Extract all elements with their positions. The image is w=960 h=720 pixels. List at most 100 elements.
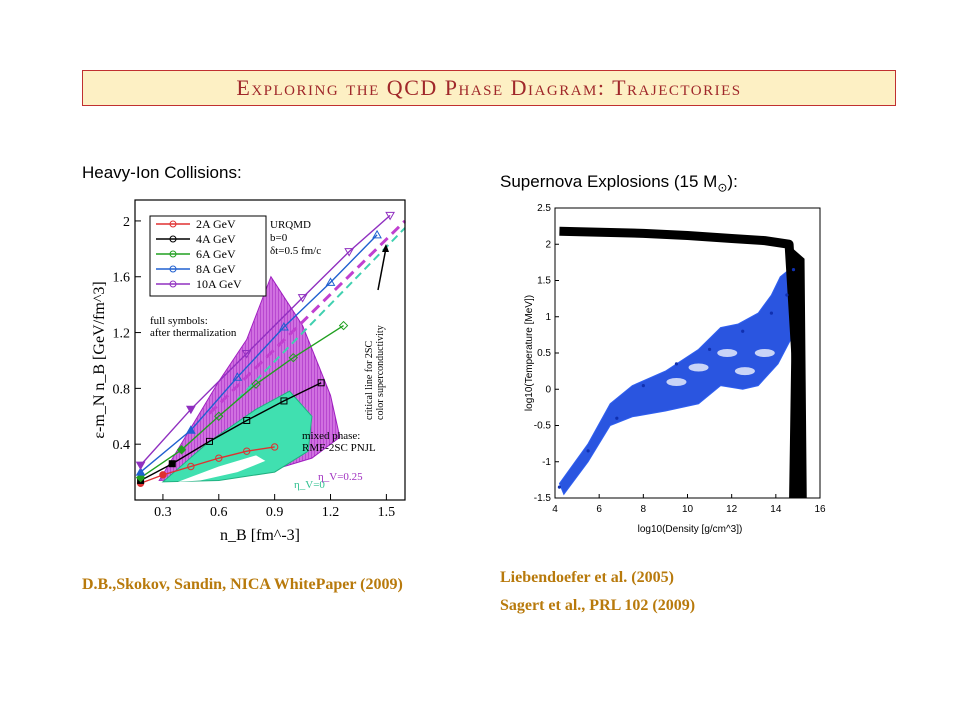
annotation-dt: δt=0.5 fm/c <box>270 245 321 257</box>
point-series4-4 <box>325 277 336 286</box>
right-x-tick-label-3: 10 <box>682 504 694 515</box>
blue-point-6 <box>741 329 745 333</box>
inner-clear-region <box>177 455 266 482</box>
right-x-tick-label-5: 14 <box>770 504 782 515</box>
right-y-tick-label-0: 2.5 <box>537 203 551 214</box>
right-x-tick-label-1: 6 <box>596 504 602 515</box>
y-tick-label-2: 1.2 <box>113 327 131 342</box>
critical-line-dashed-cyan <box>236 227 406 401</box>
band-speckle-1 <box>717 349 738 357</box>
point-series2-1 <box>168 460 176 468</box>
right-heading-suffix: ): <box>727 172 738 191</box>
legend-label-2: 4A GeV <box>196 232 236 246</box>
point-series4-2 <box>232 372 243 381</box>
legend-label-4: 8A GeV <box>196 262 236 276</box>
blue-point-9 <box>791 268 796 272</box>
annotation-eta-zero: η_V=0 <box>294 479 325 491</box>
annotation-mixed-phase: mixed phase: <box>302 430 360 442</box>
annotation-critical-line-1: critical line for 2SC <box>364 341 375 420</box>
point-series5-4 <box>344 248 354 257</box>
band-speckle-3 <box>754 349 775 357</box>
right-y-tick-label-3: 1 <box>545 312 551 323</box>
x-tick-label-3: 1.2 <box>322 505 340 520</box>
legend-box <box>149 215 267 297</box>
right-y-tick-label-8: -1.5 <box>534 493 552 504</box>
x-tick-label-2: 0.9 <box>266 505 284 520</box>
point-series1-3 <box>215 454 223 462</box>
point-series2-4 <box>280 397 288 405</box>
right-x-tick-label-4: 12 <box>726 504 738 515</box>
y-tick-label-3: 1.6 <box>113 271 131 286</box>
supernova-chart: 4 6 8 10 12 14 16 2.5 2 1.5 1 0.5 0 -0.5 -1 -1.5 log10(… <box>510 198 830 548</box>
left-plot-frame <box>134 199 406 501</box>
eta-zero-region <box>161 390 313 483</box>
point-series3-4 <box>288 352 298 363</box>
annotation-after-thermalization: after thermalization <box>150 327 237 339</box>
slide-title: Exploring the QCD Phase Diagram: Traject… <box>236 75 742 100</box>
annotation-b: b=0 <box>270 232 288 244</box>
point-series5-2 <box>241 349 252 359</box>
point-series4-3 <box>279 321 289 331</box>
legend-label-5: 10A GeV <box>196 277 242 291</box>
right-heading-prefix: Supernova Explosions (15 M <box>500 172 718 191</box>
series-line-5 <box>140 214 391 466</box>
legend-label-1: 2A GeV <box>196 217 236 231</box>
y-tick-label-1: 0.8 <box>113 382 131 397</box>
series-line-3 <box>140 324 344 479</box>
right-x-tick-label-2: 8 <box>641 504 647 515</box>
point-series2-3 <box>243 416 251 424</box>
y-tick-label-0: 0.4 <box>113 438 131 453</box>
point-series5-1 <box>186 405 196 415</box>
left-xlabel: n_B [fm^-3] <box>220 527 300 544</box>
arrow-head <box>382 244 389 252</box>
legend-marker-3 <box>169 250 177 258</box>
right-y-tick-label-4: 0.5 <box>537 348 551 359</box>
annotation-rmf: RMF-2SC PNJL <box>302 442 376 454</box>
point-series4-1 <box>186 425 196 434</box>
annotation-full-symbols: full symbols: <box>150 315 208 327</box>
left-reference: D.B.,Skokov, Sandin, NICA WhitePaper (20… <box>82 576 403 593</box>
blue-point-5 <box>707 347 712 351</box>
critical-line-dashed <box>208 219 407 415</box>
point-series3-2 <box>214 411 224 421</box>
annotation-eta-025: η_V=0.25 <box>318 471 363 483</box>
blue-point-7 <box>769 311 774 315</box>
band-speckle-0 <box>688 363 709 372</box>
band-speckle-4 <box>666 378 687 386</box>
series-line-2 <box>140 382 322 482</box>
blue-point-2 <box>615 416 619 420</box>
y-tick-label-4: 2 <box>123 215 130 230</box>
right-x-tick-label-0: 4 <box>552 504 558 515</box>
right-x-tick-label-6: 16 <box>814 504 826 515</box>
right-y-tick-label-2: 1.5 <box>537 276 551 287</box>
legend-marker-2 <box>169 235 177 243</box>
right-y-tick-label-5: 0 <box>545 384 551 395</box>
blue-point-4 <box>674 362 679 366</box>
blue-point-1 <box>586 449 590 453</box>
point-series3-0 <box>135 472 146 483</box>
band-speckle-2 <box>734 367 755 376</box>
point-series3-5 <box>338 320 349 331</box>
black-trajectory-stem <box>787 244 807 498</box>
x-tick-label-1: 0.6 <box>210 505 228 520</box>
point-series1-5 <box>270 443 279 451</box>
point-series2-5 <box>317 379 325 387</box>
blue-point-8 <box>785 293 789 297</box>
point-series1-4 <box>243 447 251 455</box>
point-series4-5 <box>372 229 382 239</box>
sun-symbol: ⊙ <box>717 180 728 195</box>
legend-marker-1 <box>169 220 177 228</box>
x-tick-label-0: 0.3 <box>154 505 172 520</box>
legend-marker-5 <box>169 280 177 288</box>
left-ylabel: ε-m_N n_B [GeV/fm^3] <box>91 281 108 438</box>
series-line-4 <box>140 234 378 473</box>
right-ylabel: log10(Temperature [MeV]) <box>524 295 535 411</box>
blue-point-3 <box>641 384 645 388</box>
point-series2-2 <box>205 437 213 445</box>
right-y-tick-label-1: 2 <box>545 239 551 250</box>
point-series1-1 <box>159 471 167 479</box>
legend-label-3: 6A GeV <box>196 247 236 261</box>
point-series5-5 <box>385 211 395 221</box>
annotation-critical-line-2: color superconductivity <box>375 325 386 420</box>
